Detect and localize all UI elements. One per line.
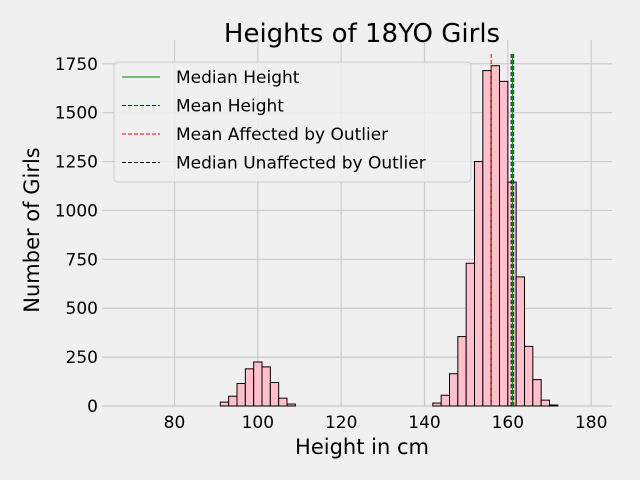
legend-label: Mean Affected by Outlier bbox=[176, 125, 388, 145]
histogram-bar bbox=[219, 401, 230, 407]
histogram-bar bbox=[432, 402, 442, 407]
histogram-bar bbox=[474, 161, 484, 407]
histogram-bar bbox=[440, 394, 450, 407]
y-tick-label: 750 bbox=[66, 250, 98, 270]
histogram-bar bbox=[515, 276, 526, 407]
histogram-bar bbox=[499, 80, 509, 407]
x-tick-label: 180 bbox=[575, 413, 607, 433]
reference-lines bbox=[490, 54, 515, 406]
y-tick-label: 1500 bbox=[55, 104, 98, 124]
x-tick-label: 100 bbox=[242, 413, 274, 433]
histogram-bars bbox=[219, 65, 559, 407]
x-tick-label: 160 bbox=[492, 413, 524, 433]
y-tick-label: 0 bbox=[87, 397, 98, 417]
histogram-bar bbox=[457, 336, 467, 407]
legend-frame bbox=[113, 61, 472, 183]
axis-ticks: 80 100 120 140 160 180 0 250 500 750 1000 1250 1500 1… bbox=[55, 55, 608, 433]
x-tick-label: 120 bbox=[325, 413, 357, 433]
legend: Median Height Mean Height Mean Affected by… bbox=[113, 61, 472, 183]
x-tick-label: 80 bbox=[164, 413, 186, 433]
chart-title: Heights of 18YO Girls bbox=[224, 19, 500, 49]
legend-label: Median Height bbox=[176, 68, 300, 88]
histogram-bar bbox=[236, 383, 246, 407]
histogram-bar bbox=[465, 262, 475, 407]
y-tick-label: 1750 bbox=[55, 55, 98, 75]
histogram-bar bbox=[490, 65, 500, 407]
y-tick-label: 250 bbox=[66, 348, 98, 368]
y-tick-label: 1000 bbox=[55, 201, 98, 221]
histogram-bar bbox=[549, 404, 559, 407]
histogram-bar bbox=[244, 368, 255, 407]
y-tick-label: 500 bbox=[66, 299, 98, 319]
x-axis-label: Height in cm bbox=[295, 435, 429, 459]
histogram-bar bbox=[482, 70, 492, 407]
histogram-bar bbox=[261, 366, 271, 407]
histogram-bar bbox=[286, 403, 296, 407]
histogram-bar bbox=[253, 361, 263, 407]
histogram-bar bbox=[540, 399, 551, 407]
legend-label: Mean Height bbox=[176, 97, 284, 117]
x-tick-label: 140 bbox=[408, 413, 440, 433]
histogram-bar bbox=[532, 379, 542, 407]
histogram-bar bbox=[449, 373, 459, 407]
y-axis-label: Number of Girls bbox=[20, 147, 44, 312]
histogram-bar bbox=[524, 345, 534, 407]
histogram-bar bbox=[269, 382, 280, 407]
legend-label: Median Unaffected by Outlier bbox=[176, 154, 426, 174]
y-tick-label: 1250 bbox=[55, 153, 98, 173]
histogram-bar bbox=[228, 395, 238, 407]
histogram-bar bbox=[278, 397, 288, 407]
